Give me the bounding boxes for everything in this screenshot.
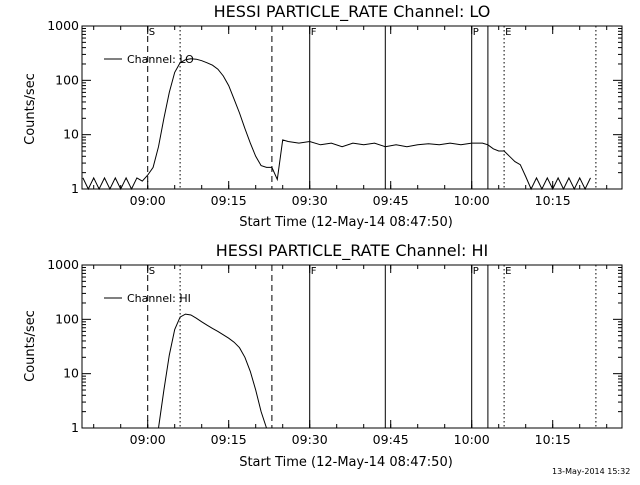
x-tick-label: 09:45 [373,432,409,447]
chart-title: HESSI PARTICLE_RATE Channel: LO [214,2,491,22]
plot-frame [81,25,623,190]
event-marker-label: E [505,266,511,277]
chart-title: HESSI PARTICLE_RATE Channel: HI [216,241,489,261]
panel-lo: HESSI PARTICLE_RATE Channel: LO Counts/s… [23,2,623,230]
y-tick-label: 10 [63,366,79,381]
event-marker-label: P [473,27,479,38]
event-marker-label: E [505,27,511,38]
x-axis-label: Start Time (12-May-14 08:47:50) [239,215,453,230]
plot-marks: S F P E 1 10 100 1000 09:00 09:15 09:30 09:45 10:00 1… [47,257,622,447]
y-tick-label: 1000 [47,18,79,33]
series-line [158,313,267,429]
y-axis-label: Counts/sec [23,310,38,382]
y-tick-label: 100 [55,72,79,87]
event-marker-label: F [311,266,317,277]
series-line [82,58,591,191]
event-marker-label: S [149,266,155,277]
plot-frame [81,264,623,429]
panel-hi: HESSI PARTICLE_RATE Channel: HI Counts/s… [23,241,623,470]
event-marker-label: P [473,266,479,277]
y-axis-label: Counts/sec [23,73,38,145]
legend: Channel: HI [104,292,191,305]
legend: Channel: LO [104,53,194,66]
plot-marks: S F P E 1 10 100 1000 09:00 09:15 09:30 09:45 10:00 1… [47,18,622,208]
x-tick-label: 09:45 [373,193,409,208]
y-tick-label: 1000 [47,257,79,272]
event-marker-label: F [311,27,317,38]
x-tick-label: 09:15 [211,432,247,447]
x-tick-label: 09:00 [130,432,166,447]
x-tick-label: 09:30 [292,432,328,447]
y-tick-label: 100 [55,311,79,326]
legend-label: Channel: HI [127,292,191,305]
x-axis-label: Start Time (12-May-14 08:47:50) [239,455,453,470]
y-tick-label: 1 [71,420,79,435]
event-marker-label: S [149,27,155,38]
x-tick-label: 10:00 [454,193,490,208]
x-tick-label: 10:15 [535,193,571,208]
footer-timestamp: 13-May-2014 15:32 [552,467,630,476]
x-tick-label: 09:15 [211,193,247,208]
legend-label: Channel: LO [127,53,194,66]
y-tick-label: 1 [71,181,79,196]
x-tick-label: 10:00 [454,432,490,447]
x-tick-label: 09:00 [130,193,166,208]
x-tick-label: 09:30 [292,193,328,208]
x-tick-label: 10:15 [535,432,571,447]
y-tick-label: 10 [63,127,79,142]
